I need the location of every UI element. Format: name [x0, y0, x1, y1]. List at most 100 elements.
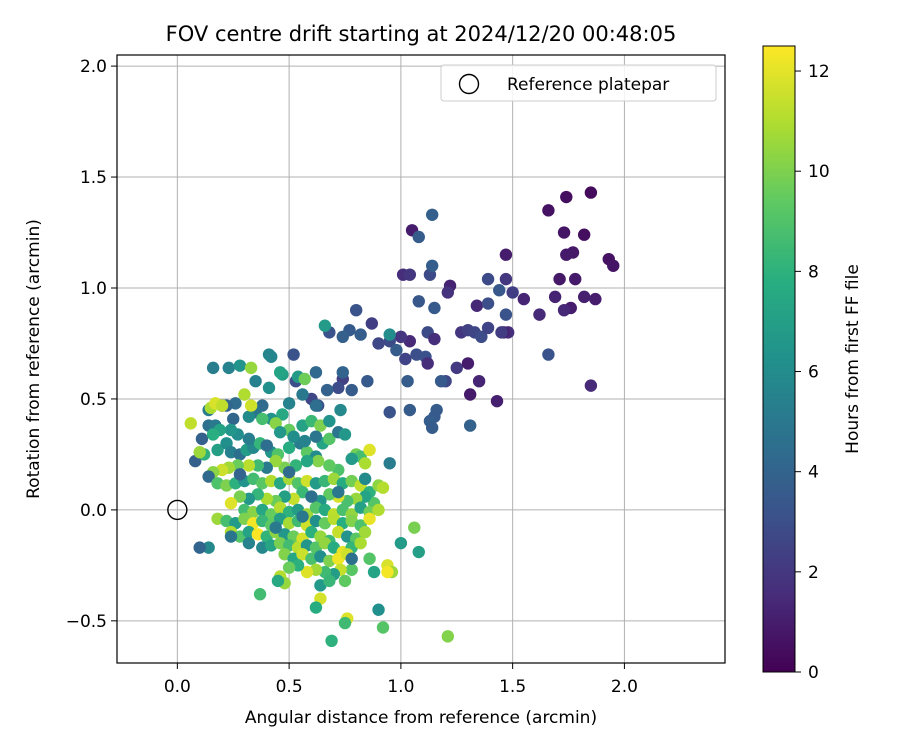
data-point: [584, 379, 598, 392]
data-point: [309, 366, 323, 379]
plot-frame: [116, 54, 726, 664]
data-point: [481, 272, 495, 286]
data-point: [224, 530, 238, 543]
data-point: [336, 330, 349, 344]
x-tick-label: 0.0: [164, 677, 191, 697]
data-point: [428, 332, 441, 346]
data-point: [472, 374, 486, 388]
data-point: [607, 259, 620, 273]
colorbar-tick-label: 8: [808, 262, 819, 282]
data-point: [499, 308, 513, 321]
data-point: [425, 208, 439, 221]
data-point: [309, 601, 323, 614]
reference-marker: [167, 499, 188, 521]
x-tick-label: 2.0: [611, 677, 638, 697]
y-tick-label: 1.0: [80, 279, 107, 299]
colorbar-tick-label: 4: [808, 463, 819, 483]
data-point: [475, 330, 488, 344]
legend: Reference platepar: [440, 64, 717, 102]
data-point: [282, 465, 296, 479]
data-point: [441, 286, 455, 299]
data-point: [372, 603, 385, 616]
data-point: [298, 434, 311, 448]
data-point: [323, 432, 336, 446]
data-point: [363, 552, 376, 565]
data-point: [271, 574, 285, 588]
data-point: [287, 348, 300, 361]
data-point: [260, 439, 273, 452]
data-point: [325, 634, 338, 648]
data-point: [517, 292, 531, 306]
data-point: [490, 394, 504, 408]
data-point: [273, 426, 287, 439]
data-point: [244, 361, 258, 375]
data-point: [298, 372, 311, 386]
data-point: [332, 381, 345, 395]
data-point: [202, 470, 215, 483]
data-point: [323, 574, 336, 588]
data-point: [372, 337, 385, 350]
data-point: [202, 541, 215, 554]
reference-platepar-marker: [167, 499, 188, 521]
data-point: [206, 361, 220, 375]
data-point: [338, 574, 352, 588]
data-point: [332, 485, 345, 499]
data-point: [227, 412, 240, 426]
data-point: [318, 319, 332, 332]
data-point: [463, 419, 477, 432]
data-point: [412, 230, 425, 244]
x-axis-ticks: 0.0 0.5 1.0 1.5 2.0: [164, 663, 638, 697]
data-point: [296, 388, 309, 401]
data-point: [309, 399, 323, 412]
data-point: [403, 268, 417, 281]
data-point: [358, 525, 372, 539]
data-point: [408, 521, 421, 534]
data-point: [376, 621, 390, 634]
data-point: [381, 565, 394, 579]
y-axis-label: Rotation from reference (arcmin): [24, 219, 44, 499]
data-point: [233, 468, 247, 481]
colorbar-ticks: 0 2 4 6 8 10 12: [795, 62, 830, 683]
data-point: [542, 348, 555, 361]
colorbar-tick-label: 6: [808, 363, 819, 383]
data-point: [412, 295, 425, 308]
data-point: [358, 457, 372, 470]
data-point: [345, 563, 358, 577]
colorbar-tick-label: 12: [808, 62, 830, 82]
data-point: [233, 359, 247, 372]
data-point: [367, 565, 381, 579]
data-point: [425, 421, 439, 434]
data-point: [222, 361, 235, 375]
data-point: [249, 374, 262, 388]
data-point: [238, 388, 251, 401]
data-point: [265, 350, 278, 363]
data-point: [287, 430, 300, 443]
data-point: [300, 565, 314, 579]
data-point: [394, 330, 408, 344]
data-point: [434, 374, 448, 388]
data-point: [399, 352, 412, 366]
data-point: [195, 432, 209, 446]
data-point: [184, 417, 197, 430]
data-point: [354, 536, 367, 550]
data-point: [320, 383, 334, 397]
data-point: [383, 406, 396, 419]
data-point: [242, 459, 256, 472]
data-point: [282, 561, 296, 574]
data-point: [403, 403, 417, 417]
data-point: [206, 428, 220, 441]
scatter-points: [184, 186, 620, 648]
data-point: [323, 459, 336, 472]
data-point: [441, 630, 455, 643]
data-point: [224, 497, 238, 510]
data-point: [309, 430, 323, 443]
data-point: [361, 374, 374, 388]
data-point: [282, 397, 296, 410]
data-point: [242, 410, 256, 423]
data-point: [425, 259, 439, 273]
data-point: [262, 381, 276, 395]
data-point: [450, 361, 463, 375]
data-point: [548, 290, 562, 304]
data-point: [253, 588, 267, 601]
